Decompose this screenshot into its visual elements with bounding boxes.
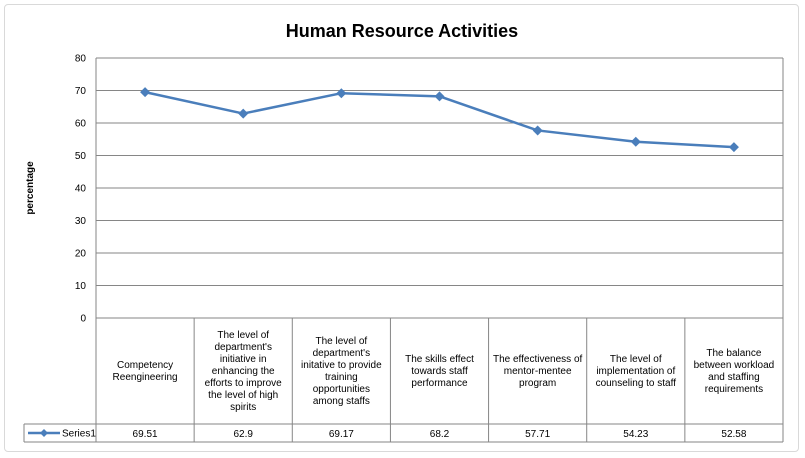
- y-tick-label: 50: [75, 151, 87, 162]
- category-label: The level of department's initiative in enh…: [205, 330, 283, 413]
- data-point-marker: [434, 91, 445, 102]
- category-label: Competency Reengineering: [113, 360, 178, 383]
- data-point-marker: [336, 88, 347, 99]
- chart-frame: [4, 4, 799, 452]
- category-label: The skills effect towards staff performanc…: [405, 354, 474, 389]
- y-axis-label: percentage: [25, 161, 36, 215]
- series-line-group: [140, 87, 739, 153]
- data-value-label: 69.51: [133, 429, 158, 440]
- legend: Series1: [28, 429, 96, 440]
- category-label: The balance between workload and staffing r…: [694, 348, 775, 395]
- y-tick-label: 60: [75, 119, 87, 130]
- y-tick-label: 30: [75, 216, 87, 227]
- data-value-label: 69.17: [329, 429, 354, 440]
- y-tick-label: 0: [80, 314, 86, 325]
- y-tick-label: 70: [75, 86, 87, 97]
- y-tick-label: 20: [75, 249, 87, 260]
- category-label: The level of implementation of counseling …: [596, 354, 677, 389]
- data-point-marker: [532, 125, 543, 136]
- data-value-label: 52.58: [721, 429, 746, 440]
- y-tick-label: 10: [75, 281, 87, 292]
- category-label: The effectiveness of mentor-mentee program: [493, 354, 583, 389]
- data-value-label: 57.71: [525, 429, 550, 440]
- data-point-marker: [728, 142, 739, 153]
- data-point-marker: [630, 136, 641, 147]
- data-point-marker: [238, 108, 249, 119]
- grid-lines: 0 10 20 30 40 50 60 70 80: [75, 54, 783, 325]
- legend-label: Series1: [62, 429, 96, 440]
- y-tick-label: 40: [75, 184, 87, 195]
- data-value-label: 62.9: [233, 429, 253, 440]
- legend-marker: [40, 429, 48, 437]
- category-label: The level of department's initative to pro…: [301, 336, 382, 407]
- data-value-label: 54.23: [623, 429, 648, 440]
- data-value-label: 68.2: [430, 429, 450, 440]
- data-table: Competency Reengineering The level of depar…: [23, 58, 784, 443]
- y-tick-label: 80: [75, 54, 87, 65]
- chart-title: Human Resource Activities: [286, 21, 518, 41]
- data-point-marker: [140, 87, 151, 98]
